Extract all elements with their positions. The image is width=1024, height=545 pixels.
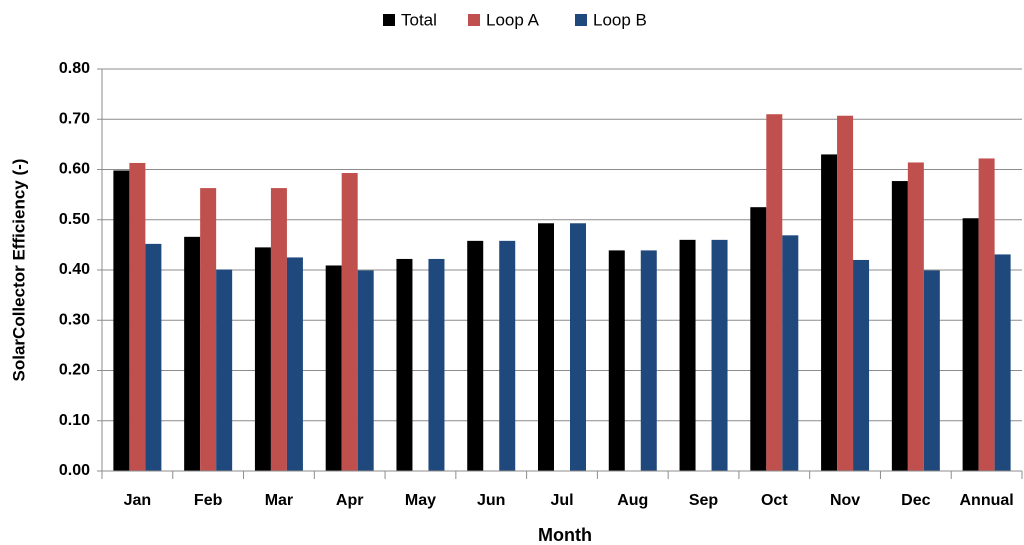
bar <box>608 250 625 471</box>
y-tick-label: 0.00 <box>59 462 90 479</box>
y-tick-label: 0.70 <box>59 110 90 127</box>
bar <box>994 254 1011 471</box>
x-tick-label: Nov <box>830 492 860 509</box>
legend-swatch <box>383 14 395 26</box>
x-tick-label: Dec <box>901 492 930 509</box>
y-tick-label: 0.40 <box>59 261 90 278</box>
bar <box>325 265 342 471</box>
legend-swatch <box>575 14 587 26</box>
bar <box>357 270 374 471</box>
bar <box>750 207 767 471</box>
bar <box>711 239 728 471</box>
bar <box>837 115 854 472</box>
y-tick-label: 0.10 <box>59 412 90 429</box>
bar <box>428 258 445 471</box>
x-axis-title: Month <box>538 525 592 545</box>
bar <box>907 162 924 471</box>
bar <box>782 235 799 471</box>
x-tick-label: Feb <box>194 492 223 509</box>
bar <box>129 162 146 471</box>
bar <box>270 188 287 471</box>
bar <box>184 236 201 471</box>
bar <box>853 259 870 471</box>
bar <box>679 239 696 471</box>
bar <box>891 181 908 471</box>
x-tick-label: Apr <box>336 492 364 509</box>
bar <box>962 218 979 471</box>
x-tick-label: Jun <box>477 492 505 509</box>
legend-label: Total <box>401 10 437 29</box>
bar <box>341 173 358 471</box>
bar <box>396 258 413 471</box>
y-axis-title: SolarCollector Efficiency (-) <box>9 159 28 382</box>
y-tick-label: 0.60 <box>59 161 90 178</box>
y-tick-label: 0.50 <box>59 211 90 228</box>
bar <box>978 158 995 471</box>
bar <box>570 223 586 471</box>
x-tick-label: Oct <box>761 492 788 509</box>
x-tick-label: Mar <box>265 492 293 509</box>
bar <box>254 247 271 471</box>
bar <box>538 223 554 471</box>
bar <box>499 240 516 471</box>
y-tick-label: 0.80 <box>59 60 90 77</box>
bar <box>200 188 217 471</box>
bar <box>821 154 838 472</box>
bar <box>145 243 162 471</box>
x-tick-label: Jan <box>124 492 152 509</box>
legend-label: Loop A <box>486 10 540 29</box>
bar <box>286 257 303 471</box>
y-tick-label: 0.30 <box>59 311 90 328</box>
bar <box>216 269 233 471</box>
bar <box>113 170 130 471</box>
x-tick-label: Jul <box>550 492 573 509</box>
x-tick-label: Sep <box>689 492 719 509</box>
x-tick-label: Annual <box>960 492 1014 509</box>
bar <box>766 114 783 471</box>
x-tick-label: Aug <box>617 492 648 509</box>
y-tick-label: 0.20 <box>59 362 90 379</box>
legend-label: Loop B <box>593 10 647 29</box>
x-tick-label: May <box>405 492 436 509</box>
bar <box>923 270 940 471</box>
legend-swatch <box>468 14 480 26</box>
bar <box>640 250 657 471</box>
bar <box>467 240 484 471</box>
